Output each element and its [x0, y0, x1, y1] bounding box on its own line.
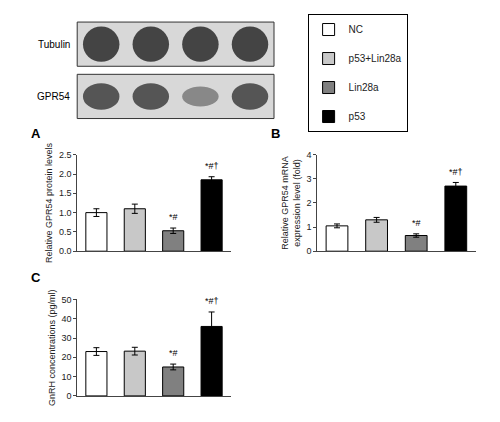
svg-text:GnRH concentrations (pg/ml): GnRH concentrations (pg/ml) — [47, 289, 57, 406]
svg-text:50: 50 — [61, 295, 71, 305]
svg-text:*#: *# — [169, 348, 178, 358]
svg-text:NC: NC — [349, 24, 363, 35]
svg-text:*#: *# — [169, 212, 178, 222]
svg-text:A: A — [31, 126, 41, 141]
svg-text:Tubulin: Tubulin — [38, 39, 70, 50]
svg-text:Relative GPR54 mRNAexpression: Relative GPR54 mRNAexpression level (fol… — [280, 156, 302, 250]
svg-text:30: 30 — [61, 333, 71, 343]
svg-text:p53: p53 — [349, 111, 366, 122]
svg-text:*#: *# — [412, 218, 421, 228]
svg-text:0: 0 — [66, 391, 71, 401]
svg-text:2.5: 2.5 — [59, 150, 72, 160]
svg-text:1.5: 1.5 — [59, 188, 72, 198]
svg-text:B: B — [271, 126, 280, 141]
svg-text:C: C — [31, 270, 41, 285]
svg-text:2: 2 — [306, 198, 311, 208]
svg-text:0: 0 — [306, 246, 311, 256]
svg-text:20: 20 — [61, 352, 71, 362]
svg-text:40: 40 — [61, 314, 71, 324]
svg-text:1: 1 — [306, 222, 311, 232]
svg-text:*#†: *#† — [205, 296, 219, 306]
svg-text:4: 4 — [306, 150, 311, 160]
svg-text:*#†: *#† — [449, 167, 463, 177]
svg-text:GPR54: GPR54 — [37, 91, 70, 102]
svg-text:10: 10 — [61, 372, 71, 382]
svg-text:2.0: 2.0 — [59, 169, 72, 179]
svg-text:p53+Lin28a: p53+Lin28a — [349, 53, 402, 64]
svg-text:1.0: 1.0 — [59, 208, 72, 218]
svg-text:Relative GPR54 protein levels: Relative GPR54 protein levels — [44, 142, 54, 263]
svg-text:*#†: *#† — [205, 161, 219, 171]
svg-text:Lin28a: Lin28a — [349, 82, 379, 93]
svg-text:3: 3 — [306, 174, 311, 184]
svg-text:0.5: 0.5 — [59, 227, 72, 237]
svg-text:0.0: 0.0 — [59, 246, 72, 256]
